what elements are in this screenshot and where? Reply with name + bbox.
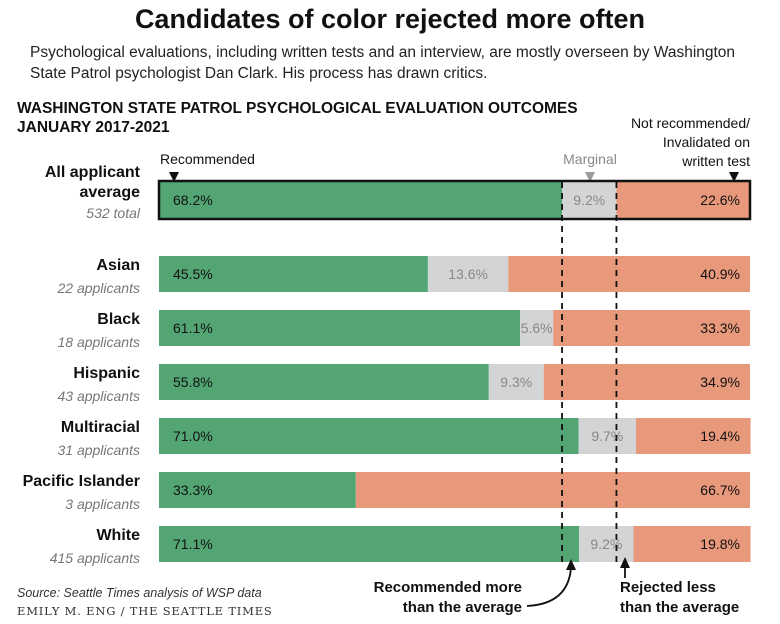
- annotation-recommended-more-line-2: than the average: [403, 599, 522, 616]
- bar-asian-recommended: [159, 256, 428, 292]
- row-sublabel-hispanic: 43 applicants: [57, 388, 140, 404]
- bar-white-not-recommended: [633, 526, 751, 562]
- row-label-asian: Asian: [96, 257, 140, 274]
- row-sublabel-asian: 22 applicants: [56, 280, 140, 296]
- row-sublabel-pacific-islander: 3 applicants: [65, 496, 140, 512]
- row-sublabel-white: 415 applicants: [50, 550, 140, 566]
- source-note: Source: Seattle Times analysis of WSP da…: [17, 586, 262, 600]
- data-label-multiracial-not-recommended: 19.4%: [700, 428, 740, 444]
- bar-pacific-islander-not-recommended: [355, 472, 750, 508]
- data-label-asian-not-recommended: 40.9%: [700, 266, 740, 282]
- annotation-arrowhead-recommended-more: [566, 559, 576, 570]
- data-label-hispanic-marginal: 9.3%: [500, 374, 532, 390]
- bar-black-recommended: [159, 310, 521, 346]
- row-label-multiracial: Multiracial: [61, 419, 140, 436]
- subtitle: Psychological evaluations, including wri…: [30, 44, 736, 82]
- data-label-hispanic-recommended: 55.8%: [173, 374, 213, 390]
- bar-all-applicant-average-not-recommended: [616, 181, 750, 219]
- bar-white-marginal: [579, 526, 634, 562]
- data-label-black-marginal: 5.6%: [521, 320, 553, 336]
- chart-title-line-2: JANUARY 2017-2021: [17, 119, 170, 136]
- data-label-white-not-recommended: 19.8%: [700, 536, 740, 552]
- legend-not-recommended-line-3: written test: [681, 153, 750, 169]
- annotation-recommended-more-line-1: Recommended more: [374, 579, 522, 596]
- row-label-black: Black: [97, 311, 140, 328]
- data-label-all-applicant-average-not-recommended: 22.6%: [700, 192, 740, 208]
- legend-marginal-pointer: [585, 172, 595, 182]
- row-sublabel-all-applicant-average: 532 total: [86, 205, 141, 221]
- row-label-pacific-islander: Pacific Islander: [23, 473, 140, 490]
- row-label-white: White: [96, 527, 140, 544]
- data-label-asian-recommended: 45.5%: [173, 266, 213, 282]
- annotation-rejected-less-line-2: than the average: [620, 599, 739, 616]
- average-bar-outline: [157, 179, 752, 221]
- row-label-all-applicant-average-line-1: All applicant: [45, 164, 141, 181]
- data-label-black-not-recommended: 33.3%: [700, 320, 740, 336]
- bar-black-not-recommended: [553, 310, 750, 346]
- chart-title-line-1: WASHINGTON STATE PATROL PSYCHOLOGICAL EV…: [17, 100, 578, 117]
- legend-marginal: Marginal: [563, 151, 617, 167]
- bar-asian-not-recommended: [508, 256, 750, 292]
- data-label-all-applicant-average-recommended: 68.2%: [173, 192, 213, 208]
- data-label-multiracial-recommended: 71.0%: [173, 428, 213, 444]
- data-label-pacific-islander-not-recommended: 66.7%: [700, 482, 740, 498]
- row-sublabel-black: 18 applicants: [57, 334, 140, 350]
- bar-hispanic-not-recommended: [543, 364, 750, 400]
- bar-hispanic-marginal: [488, 364, 544, 400]
- data-label-all-applicant-average-marginal: 9.2%: [573, 192, 605, 208]
- legend-not-recommended-pointer: [729, 172, 739, 182]
- data-label-asian-marginal: 13.6%: [448, 266, 488, 282]
- data-label-black-recommended: 61.1%: [173, 320, 213, 336]
- bar-black-marginal: [520, 310, 554, 346]
- data-label-pacific-islander-recommended: 33.3%: [173, 482, 213, 498]
- bar-multiracial-not-recommended: [635, 418, 751, 454]
- bar-multiracial-recommended: [159, 418, 579, 454]
- bar-pacific-islander-recommended: [159, 472, 356, 508]
- bar-white-recommended: [159, 526, 580, 562]
- data-label-white-marginal: 9.2%: [590, 536, 622, 552]
- bar-all-applicant-average-marginal: [562, 181, 617, 219]
- bar-hispanic-recommended: [159, 364, 489, 400]
- annotation-rejected-less-line-1: Rejected less: [620, 579, 716, 596]
- row-label-all-applicant-average-line-2: average: [80, 184, 141, 201]
- row-sublabel-multiracial: 31 applicants: [57, 442, 140, 458]
- credit-line: EMILY M. ENG / THE SEATTLE TIMES: [17, 604, 273, 618]
- bar-multiracial-marginal: [578, 418, 636, 454]
- legend-not-recommended-line-1: Not recommended/: [631, 115, 750, 131]
- bar-all-applicant-average-recommended: [159, 181, 563, 219]
- headline: Candidates of color rejected more often: [134, 4, 646, 34]
- bar-asian-marginal: [427, 256, 509, 292]
- data-label-multiracial-marginal: 9.7%: [591, 428, 623, 444]
- data-label-white-recommended: 71.1%: [173, 536, 213, 552]
- row-label-hispanic: Hispanic: [73, 365, 140, 382]
- annotation-arrow-recommended-more: [526, 567, 572, 607]
- legend-recommended: Recommended: [160, 151, 255, 167]
- data-label-hispanic-not-recommended: 34.9%: [700, 374, 740, 390]
- legend-recommended-pointer: [169, 172, 179, 182]
- legend-not-recommended-line-2: Invalidated on: [663, 134, 750, 150]
- annotation-arrowhead-rejected-less: [620, 557, 630, 568]
